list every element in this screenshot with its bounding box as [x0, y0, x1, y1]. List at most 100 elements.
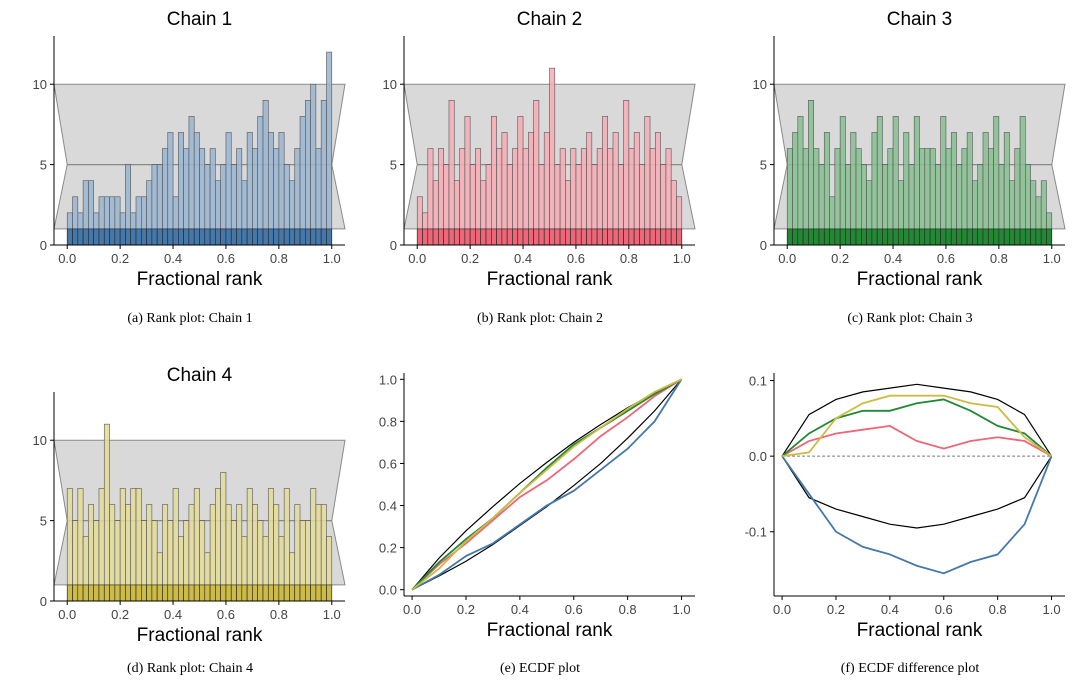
rug-bar — [77, 228, 84, 246]
x-tick-label: 0.4 — [164, 251, 182, 266]
histogram-bar — [320, 100, 327, 246]
histogram-bar — [135, 488, 142, 602]
ecdf-series-line — [411, 378, 683, 591]
y-tick-label: 0 — [40, 238, 47, 253]
histogram-bar — [98, 488, 105, 602]
rug-bar — [252, 584, 258, 602]
rug-bar — [617, 228, 624, 246]
histogram-bar — [225, 132, 232, 246]
y-tick-label: 5 — [390, 158, 397, 173]
y-tick-label: 10 — [33, 77, 47, 92]
rug-bar — [533, 228, 540, 246]
rug-bar — [246, 584, 253, 602]
histogram-bar — [448, 100, 455, 246]
rug-bar — [834, 228, 841, 246]
rug-bar — [982, 228, 989, 246]
rug-bar — [1040, 228, 1047, 246]
histogram-bar — [246, 488, 253, 602]
rug-bar — [141, 228, 147, 246]
rug-bar — [257, 584, 264, 602]
y-tick-label: 0.8 — [379, 414, 397, 429]
rug-bar — [225, 228, 232, 246]
rug-bar — [267, 584, 274, 602]
rug-bar — [818, 228, 825, 246]
histogram-bar — [586, 132, 593, 246]
rug-bar — [443, 228, 450, 246]
rug-bar — [639, 228, 646, 246]
histogram-bar — [103, 423, 110, 602]
rug-bar — [453, 228, 460, 246]
rug-bar — [549, 228, 556, 246]
rug-bar — [565, 228, 571, 246]
rug-bar — [871, 228, 878, 246]
y-tick-label: 5 — [40, 158, 47, 173]
rug-bar — [72, 584, 79, 602]
y-tick-label: 0.0 — [379, 583, 397, 598]
rug-bar — [262, 584, 269, 602]
rug-bar — [299, 228, 306, 246]
rug-bar — [956, 228, 963, 246]
y-tick-label: 10 — [383, 77, 397, 92]
x-tick-label: 0.4 — [884, 251, 902, 266]
rug-bar — [623, 228, 630, 246]
chart-title: Chain 2 — [517, 9, 583, 30]
x-tick-label: 0.2 — [111, 607, 129, 622]
rug-bar — [199, 584, 206, 602]
histogram-bar — [172, 488, 179, 602]
y-tick-label: 0.2 — [379, 541, 397, 556]
rug-bar — [299, 584, 306, 602]
rug-bar — [861, 228, 867, 246]
rug-bar — [496, 228, 503, 246]
x-axis-title: Fractional rank — [487, 620, 613, 641]
rug-bar — [98, 228, 105, 246]
rug-bar — [602, 228, 608, 246]
histogram-bar — [623, 100, 630, 246]
x-tick-label: 0.6 — [567, 251, 585, 266]
rug-bar — [278, 584, 285, 602]
histogram-bar — [283, 488, 290, 602]
rug-bar — [802, 228, 809, 246]
rug-bar — [267, 228, 274, 246]
rug-bar — [845, 228, 852, 246]
rug-bar — [1019, 228, 1026, 246]
rug-bar — [998, 228, 1005, 246]
rank-plot-chain-4: Chain 4 0.0 0.2 0.4 0.6 0.8 1.0 0 5 10 Fractional … — [33, 365, 346, 646]
histogram-bar — [533, 100, 540, 246]
x-tick-label: 0.8 — [270, 607, 288, 622]
rug-bar — [283, 584, 290, 602]
histogram-bar — [167, 132, 174, 246]
rug-bar — [315, 228, 322, 246]
x-tick-label: 0.0 — [403, 602, 421, 617]
histogram-bar — [913, 116, 920, 246]
histogram-bar — [215, 488, 221, 602]
histogram-bar — [193, 132, 200, 246]
rug-bar — [135, 228, 142, 246]
rug-bar — [66, 584, 73, 602]
y-tick-label: 0.4 — [379, 499, 397, 514]
x-tick-label: 0.8 — [270, 251, 288, 266]
x-tick-label: 0.8 — [989, 602, 1007, 617]
y-tick-label: 5 — [40, 514, 47, 529]
caption-f: (f) ECDF difference plot — [840, 661, 980, 676]
histogram-bar — [528, 132, 534, 246]
rug-bar — [464, 228, 471, 246]
rug-bar — [786, 228, 793, 246]
rug-bar — [823, 228, 830, 246]
rug-bar — [575, 228, 582, 246]
rug-bar — [146, 228, 153, 246]
rank-plot-chain-2: Chain 2 0.0 0.2 0.4 0.6 0.8 1.0 0 5 10 Fractional … — [383, 9, 696, 290]
y-tick-label: 0 — [760, 238, 767, 253]
envelope-upper — [781, 383, 1053, 457]
histogram-bar — [966, 132, 973, 246]
rug-bar — [655, 228, 661, 246]
rug-bar — [230, 228, 237, 246]
caption-e: (e) ECDF plot — [499, 661, 581, 676]
rug-bar — [448, 228, 455, 246]
rug-bar — [305, 228, 311, 246]
rug-bar — [326, 584, 333, 602]
rug-bar — [119, 228, 126, 246]
rug-bar — [130, 228, 137, 246]
rug-bar — [580, 228, 587, 246]
rug-bar — [929, 228, 936, 246]
rug-bar — [427, 228, 434, 246]
